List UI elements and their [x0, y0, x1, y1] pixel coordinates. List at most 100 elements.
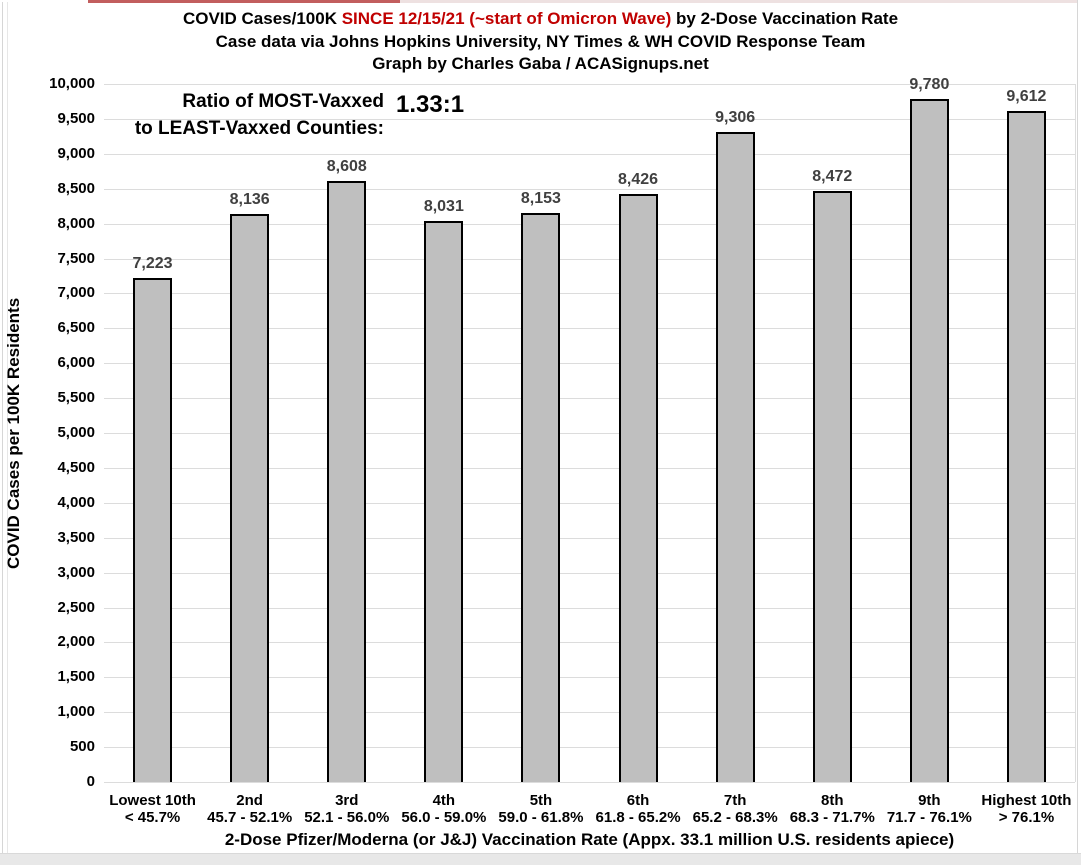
value-label-10: 9,612 [1006, 88, 1047, 105]
top-edge-red-strip [88, 0, 400, 3]
x-category-decile-1: Lowest 10th [109, 792, 196, 809]
value-label-1: 7,223 [132, 255, 173, 272]
gridline-4500 [104, 467, 1075, 469]
chart-credit: Graph by Charles Gaba / ACASignups.net [372, 54, 709, 73]
bar-lowest-10th [133, 278, 173, 782]
y-tick-label-6000: 6,000 [57, 354, 95, 372]
gridline-8500 [104, 188, 1075, 190]
gridline-5000 [104, 433, 1075, 434]
gridline-4000 [104, 502, 1075, 504]
y-tick-label-2500: 2,500 [57, 598, 95, 616]
gridline-1500 [104, 677, 1075, 679]
gridline-9000 [104, 153, 1075, 155]
ratio-label-line2: to LEAST-Vaxxed Counties: [134, 118, 384, 139]
gridline-2000 [104, 642, 1075, 644]
chart-title: COVID Cases/100K SINCE 12/15/21 (~start … [0, 8, 1081, 30]
value-label-3: 8,608 [326, 158, 367, 175]
chart-title-part1: COVID Cases/100K [182, 9, 342, 28]
value-label-6: 8,426 [618, 171, 659, 188]
x-category-decile-10: Highest 10th [981, 792, 1072, 809]
x-category-range-3: 52.1 - 56.0% [304, 809, 390, 826]
y-tick-label-7000: 7,000 [57, 284, 95, 302]
y-tick-label-9500: 9,500 [57, 109, 95, 127]
bar-4th [424, 221, 464, 782]
gridline-6500 [104, 328, 1075, 330]
ratio-annotation-value: 1.33:1 [396, 91, 465, 118]
x-category-decile-8: 8th [821, 792, 844, 809]
chart-subtitle: Case data via Johns Hopkins University, … [215, 32, 866, 51]
bar-6th [618, 194, 658, 782]
x-category-decile-9: 9th [918, 792, 941, 809]
top-edge-pink-strip [400, 0, 1077, 3]
chart-title-part2: by 2-Dose Vaccination Rate [671, 9, 899, 28]
gridline-2500 [104, 607, 1075, 609]
gridline-0 [104, 782, 1075, 783]
x-category-decile-6: 6th [626, 792, 650, 809]
x-category-range-6: 61.8 - 65.2% [595, 809, 681, 826]
y-tick-label-1000: 1,000 [57, 703, 95, 721]
gridline-3500 [104, 537, 1075, 539]
y-tick-label-8500: 8,500 [57, 179, 95, 197]
y-tick-label-9000: 9,000 [57, 144, 95, 162]
x-axis-title: 2-Dose Pfizer/Moderna (or J&J) Vaccinati… [224, 830, 955, 849]
chart-title-highlight: SINCE 12/15/21 (~start of Omicron Wave) [341, 9, 672, 28]
bar-5th [521, 213, 561, 782]
y-tick-label-7500: 7,500 [57, 249, 95, 267]
value-label-4: 8,031 [423, 198, 464, 215]
x-category-range-8: 68.3 - 71.7% [789, 809, 875, 826]
left-edge-line [2, 2, 3, 853]
value-label-7: 9,306 [715, 109, 756, 126]
y-tick-label-5500: 5,500 [57, 389, 95, 407]
value-label-9: 9,780 [909, 76, 950, 93]
x-category-decile-7: 7th [723, 792, 747, 809]
gridline-7000 [104, 293, 1075, 295]
plot-right-border [1075, 84, 1076, 782]
x-category-range-4: 56.0 - 59.0% [401, 809, 487, 826]
x-category-range-7: 65.2 - 68.3% [692, 809, 778, 826]
bar-7th [715, 132, 755, 782]
bottom-edge-band [0, 853, 1081, 865]
x-category-decile-4: 4th [432, 792, 456, 809]
gridline-3000 [104, 572, 1075, 574]
y-tick-label-500: 500 [69, 738, 95, 756]
y-tick-label-2000: 2,000 [57, 633, 95, 651]
x-category-range-2: 45.7 - 52.1% [207, 809, 293, 826]
right-edge-line [1077, 0, 1078, 853]
x-category-decile-5: 5th [529, 792, 553, 809]
y-tick-label-0: 0 [86, 773, 95, 790]
ratio-annotation-label: Ratio of MOST-Vaxxed to LEAST-Vaxxed Cou… [100, 88, 384, 142]
bar-2nd [230, 214, 270, 782]
bar-8th [812, 191, 852, 782]
gridline-1000 [104, 712, 1075, 714]
gridline-5500 [104, 398, 1075, 400]
gridline-500 [104, 747, 1075, 749]
y-tick-label-5000: 5,000 [57, 424, 95, 441]
value-label-2: 8,136 [229, 191, 270, 208]
x-category-range-1: < 45.7% [124, 809, 181, 826]
bar-highest-10th [1006, 111, 1046, 782]
y-tick-label-10000: 10,000 [49, 75, 95, 92]
x-category-decile-3: 3rd [335, 792, 359, 809]
x-category-range-10: > 76.1% [998, 809, 1055, 826]
y-tick-label-1500: 1,500 [57, 668, 95, 686]
x-category-range-9: 71.7 - 76.1% [886, 809, 972, 826]
bar-3rd [327, 181, 367, 782]
gridline-8000 [104, 223, 1075, 225]
y-tick-label-4000: 4,000 [57, 493, 95, 511]
gridline-9500 [104, 118, 1075, 120]
y-tick-label-3500: 3,500 [57, 528, 95, 546]
y-tick-label-6500: 6,500 [57, 319, 95, 337]
left-edge-inner-line [7, 2, 8, 853]
y-tick-label-4500: 4,500 [57, 458, 95, 476]
x-category-range-5: 59.0 - 61.8% [498, 809, 584, 826]
x-category-decile-2: 2nd [236, 792, 263, 809]
bar-9th [909, 99, 949, 782]
ratio-label-line1: Ratio of MOST-Vaxxed [182, 91, 384, 112]
gridline-7500 [104, 258, 1075, 260]
value-label-5: 8,153 [520, 190, 561, 207]
y-tick-label-8000: 8,000 [57, 214, 95, 232]
gridline-10000 [104, 84, 1075, 85]
y-tick-label-3000: 3,000 [57, 563, 95, 581]
value-label-8: 8,472 [812, 168, 853, 185]
